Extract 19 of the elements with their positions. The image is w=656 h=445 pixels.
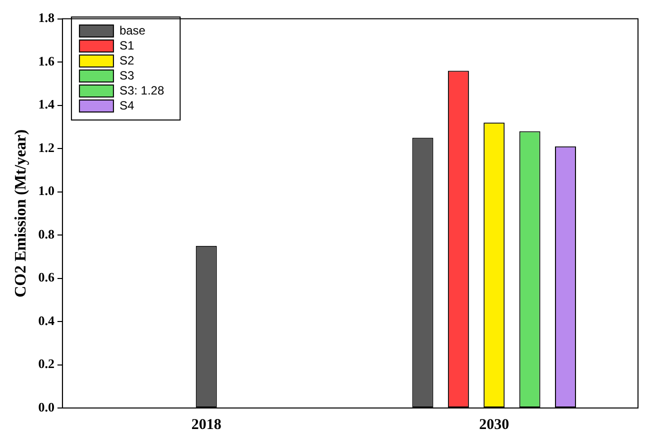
- y-tick-label: 0.4: [38, 312, 55, 328]
- legend-label: base: [119, 23, 146, 38]
- y-tick-label: 1.4: [38, 96, 55, 112]
- y-tick-label: 1.6: [38, 53, 55, 68]
- legend-label: S1: [119, 38, 134, 52]
- y-tick-label: 0.6: [38, 270, 55, 285]
- legend-label: S2: [119, 53, 134, 68]
- x-tick-label: 2030: [479, 416, 510, 433]
- y-tick-label: 1.0: [38, 183, 54, 198]
- y-tick-label: 0.2: [38, 356, 54, 372]
- y-tick-label: 0.8: [38, 226, 55, 242]
- y-tick-label: 1.8: [38, 10, 55, 26]
- legend-label: S3: 1.28: [119, 83, 164, 98]
- y-tick-label: 1.2: [38, 140, 54, 155]
- y-tick-label: 0.0: [38, 399, 54, 414]
- legend-label: S4: [119, 98, 134, 112]
- y-axis-title: CO2 Emission (Mt/year): [12, 129, 30, 298]
- legend-label: S3: [119, 68, 134, 82]
- x-tick-label: 2018: [191, 416, 222, 433]
